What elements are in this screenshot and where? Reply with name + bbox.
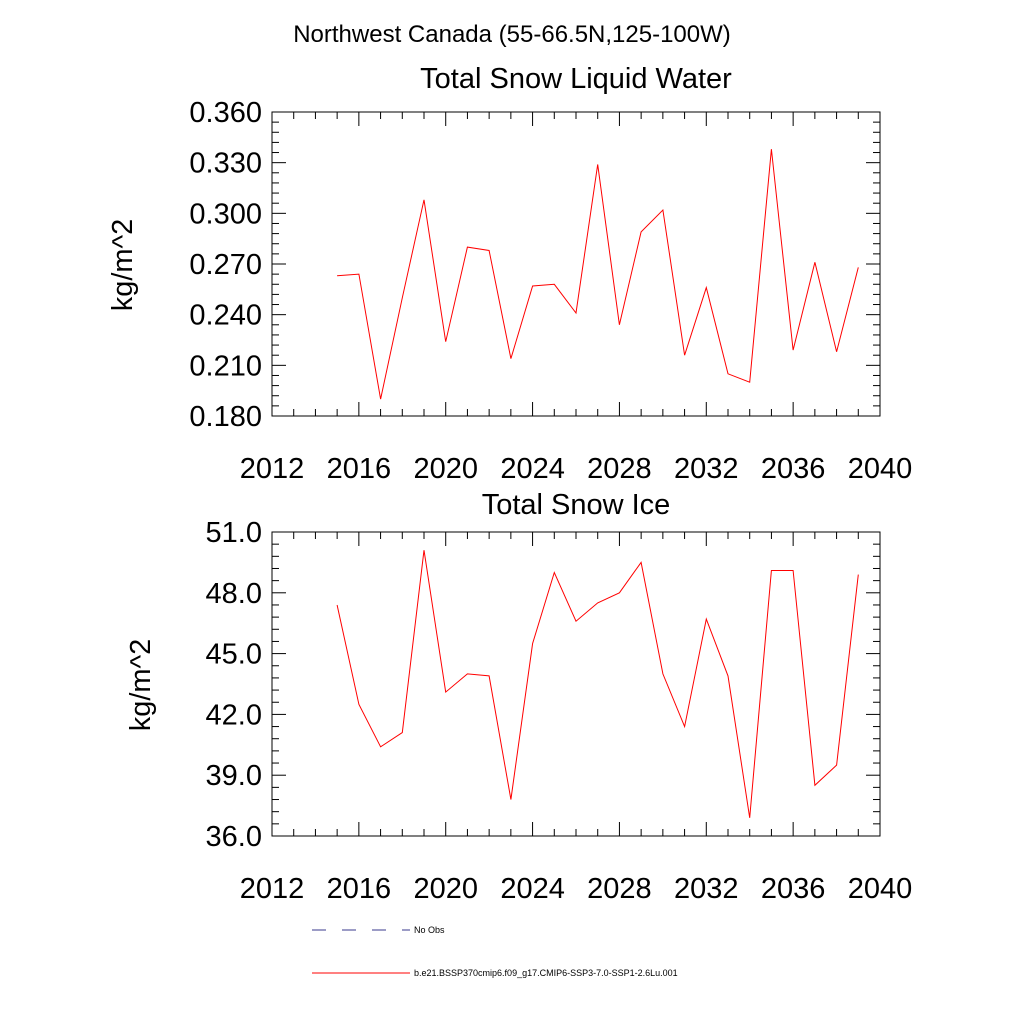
x-tick-label-snow-liquid-water: 2024 (500, 453, 565, 485)
x-tick-label-snow-ice: 2020 (413, 873, 478, 905)
y-tick-label-snow-ice: 48.0 (206, 578, 262, 610)
x-tick-label-snow-liquid-water: 2020 (413, 453, 478, 485)
y-tick-label-snow-ice: 36.0 (206, 821, 262, 853)
panel-title-snow-ice: Total Snow Ice (482, 489, 671, 521)
plot-frame-snow-liquid-water (271, 111, 881, 417)
x-tick-label-snow-ice: 2036 (761, 873, 826, 905)
y-tick-label-snow-ice: 42.0 (206, 699, 262, 731)
legend: No Obs b.e21.BSSP370cmip6.f09_g17.CMIP6-… (312, 925, 678, 978)
x-tick-label-snow-liquid-water: 2032 (674, 453, 739, 485)
y-tick-label-snow-liquid-water: 0.210 (189, 350, 262, 382)
y-tick-label-snow-liquid-water: 0.360 (189, 97, 262, 129)
figure-title: Northwest Canada (55-66.5N,125-100W) (293, 21, 731, 48)
y-tick-label-snow-liquid-water: 0.270 (189, 249, 262, 281)
y-tick-label-snow-ice: 51.0 (206, 517, 262, 549)
y-tick-label-snow-ice: 39.0 (206, 760, 262, 792)
legend-label-model-run: b.e21.BSSP370cmip6.f09_g17.CMIP6-SSP3-7.… (414, 968, 678, 978)
y-tick-label-snow-ice: 45.0 (206, 639, 262, 671)
y-axis-label-snow-ice: kg/m^2 (125, 639, 157, 732)
plot-frame-snow-ice (271, 531, 881, 837)
x-tick-label-snow-liquid-water: 2028 (587, 453, 652, 485)
y-tick-label-snow-liquid-water: 0.330 (189, 148, 262, 180)
x-tick-label-snow-ice: 2028 (587, 873, 652, 905)
y-tick-label-snow-liquid-water: 0.300 (189, 198, 262, 230)
x-tick-label-snow-liquid-water: 2036 (761, 453, 826, 485)
panel-snow-liquid-water: Total Snow Liquid Water kg/m^2 2012 2016 2… (107, 63, 912, 485)
x-tick-label-snow-ice: 2012 (240, 873, 305, 905)
panel-title-snow-liquid-water: Total Snow Liquid Water (420, 63, 732, 95)
y-axis-label-snow-liquid-water: kg/m^2 (107, 219, 139, 312)
x-tick-label-snow-ice: 2024 (500, 873, 565, 905)
series-line-snow-ice (336, 550, 859, 818)
series-line-snow-liquid-water (337, 149, 859, 400)
x-tick-label-snow-ice: 2016 (327, 873, 392, 905)
x-tick-label-snow-liquid-water: 2012 (240, 453, 305, 485)
x-tick-label-snow-liquid-water: 2016 (327, 453, 392, 485)
x-tick-label-snow-ice: 2040 (848, 873, 913, 905)
panel-snow-ice: Total Snow Ice kg/m^2 2012 2016 2020 2024 20… (125, 489, 912, 905)
y-tick-label-snow-liquid-water: 0.240 (189, 300, 262, 332)
y-tick-label-snow-liquid-water: 0.180 (189, 401, 262, 433)
x-tick-label-snow-ice: 2032 (674, 873, 739, 905)
legend-label-no-obs: No Obs (414, 925, 445, 935)
x-tick-label-snow-liquid-water: 2040 (848, 453, 913, 485)
